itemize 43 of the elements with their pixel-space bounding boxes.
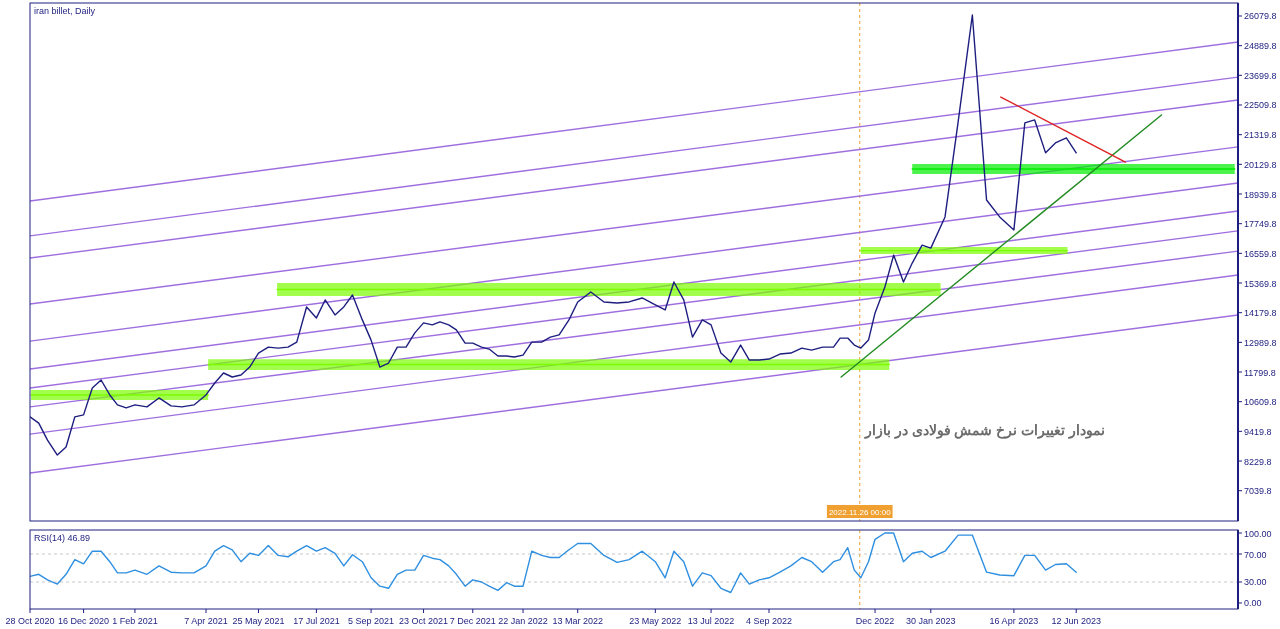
x-tick-label: 22 Jan 2022 <box>498 616 548 626</box>
chart-title: iran billet, Daily <box>34 6 96 16</box>
x-tick-label: 30 Jan 2023 <box>906 616 956 626</box>
chart-title: RSI(14) 46.89 <box>34 533 91 543</box>
x-tick-label: 4 Sep 2022 <box>745 616 793 626</box>
x-tick-label: 23 May 2022 <box>629 616 682 626</box>
x-tick-label: 13 Jul 2022 <box>687 616 735 626</box>
x-tick-label: 1 Feb 2021 <box>112 616 158 626</box>
x-tick-label: 12 Jun 2023 <box>1051 616 1101 626</box>
x-tick-label: 23 Oct 2021 <box>399 616 449 626</box>
x-tick-label: 7 Dec 2021 <box>449 616 496 626</box>
y-tick-label: 16559.8 <box>1244 248 1277 259</box>
y-tick-label: 7039.8 <box>1244 486 1272 497</box>
y-tick-label: 9419.8 <box>1244 426 1272 437</box>
ref-line-label: 2022.11.26 00:00 <box>828 508 892 517</box>
y-tick-label: 30.00 <box>1244 577 1267 588</box>
y-tick-label: 21319.8 <box>1244 130 1277 141</box>
x-tick-label: 5 Sep 2021 <box>348 616 395 626</box>
y-tick-label: 8229.8 <box>1244 456 1272 467</box>
x-tick-label: 17 Jul 2021 <box>293 616 340 626</box>
x-tick-label: 28 Oct 2020 <box>5 616 55 626</box>
y-tick-label: 15369.8 <box>1244 278 1277 289</box>
y-tick-label: 24889.8 <box>1244 41 1277 52</box>
y-tick-label: 12989.8 <box>1244 337 1277 348</box>
y-tick-label: 17749.8 <box>1244 219 1277 230</box>
y-tick-label: 22509.8 <box>1244 100 1277 111</box>
x-tick-label: 16 Dec 2020 <box>58 616 110 626</box>
y-tick-label: 11799.8 <box>1244 367 1276 378</box>
y-tick-label: 0.00 <box>1244 598 1262 609</box>
x-tick-label: 16 Apr 2023 <box>989 616 1039 626</box>
y-tick-label: 18939.8 <box>1244 189 1277 200</box>
x-tick-label: 25 May 2021 <box>232 616 285 626</box>
x-tick-label: 13 Mar 2022 <box>552 616 603 626</box>
y-tick-label: 70.00 <box>1244 549 1267 560</box>
y-tick-label: 10609.8 <box>1244 397 1277 408</box>
y-tick-label: 26079.8 <box>1244 11 1277 22</box>
y-tick-label: 20129.8 <box>1244 159 1277 170</box>
annotation: نمودار تغییرات نرخ شمش فولادی در بازار <box>863 422 1106 439</box>
y-tick-label: 14179.8 <box>1244 308 1277 319</box>
y-tick-label: 23699.8 <box>1244 70 1277 81</box>
x-tick-label: 7 Apr 2021 <box>184 616 228 626</box>
x-tick-label: Dec 2022 <box>855 616 895 626</box>
y-tick-label: 100.00 <box>1244 528 1272 539</box>
